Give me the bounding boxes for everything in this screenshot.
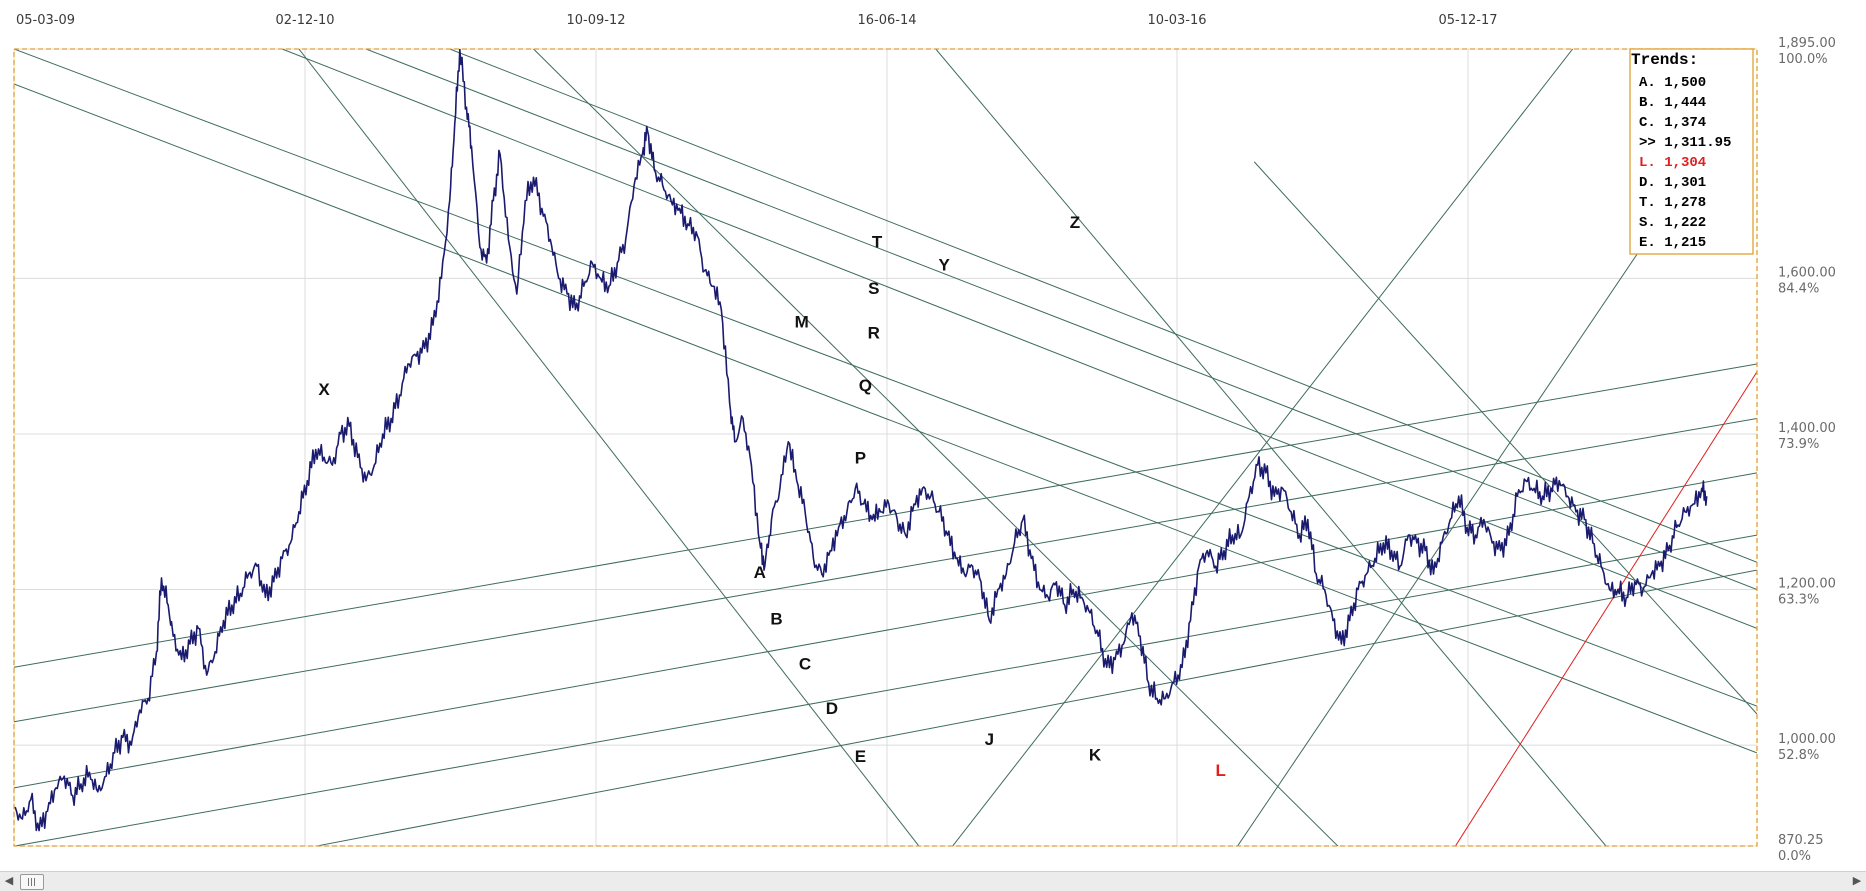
y-tick-percent: 52.8%	[1778, 748, 1819, 763]
y-tick-label: 1,200.00	[1778, 577, 1836, 592]
legend-title: Trends:	[1631, 51, 1698, 69]
trend-label-d: D	[826, 699, 838, 718]
legend-entry: S. 1,222	[1639, 215, 1706, 231]
trendline-z	[1253, 161, 1757, 715]
y-tick-label: 870.25	[1778, 833, 1824, 848]
trendline-e	[315, 569, 1757, 846]
legend-entry: >> 1,311.95	[1639, 135, 1731, 151]
trendline-s	[365, 49, 1757, 591]
trend-label-t: T	[872, 232, 883, 251]
trend-labels: A B C D E P Q R S T X M Y Z J K L	[318, 213, 1226, 780]
x-tick-label: 10-03-16	[1147, 13, 1206, 28]
trendline-y	[935, 49, 1607, 846]
legend-box	[1629, 48, 1754, 255]
trend-label-s: S	[868, 279, 879, 298]
y-tick-label: 1,400.00	[1778, 421, 1836, 436]
trendlines	[14, 49, 1757, 846]
trendline-j	[952, 49, 1574, 846]
grid	[13, 48, 1757, 847]
price-series	[14, 49, 1708, 832]
x-tick-label: 10-09-12	[566, 13, 625, 28]
y-tick-percent: 84.4%	[1778, 281, 1819, 296]
trend-label-z: Z	[1070, 213, 1080, 232]
scroll-right-arrow-icon[interactable]: ▶	[1852, 875, 1862, 887]
trend-label-l: L	[1215, 761, 1225, 780]
trendline-k	[1237, 200, 1674, 846]
scroll-left-arrow-icon[interactable]: ◀	[4, 875, 14, 887]
trendline-q	[14, 49, 1757, 707]
x-tick-label: 16-06-14	[857, 13, 916, 28]
x-tick-label: 02-12-10	[275, 13, 334, 28]
horizontal-scrollbar[interactable]: ◀ ▶	[0, 871, 1866, 891]
trendline-c	[14, 472, 1757, 789]
y-tick-label: 1,000.00	[1778, 732, 1836, 747]
trend-label-p: P	[855, 449, 866, 468]
plot-border	[13, 48, 1758, 847]
y-tick-percent: 63.3%	[1778, 593, 1819, 608]
trendline-p	[14, 83, 1757, 754]
trendline-t	[449, 49, 1757, 563]
trendline-b	[14, 417, 1757, 723]
trend-label-q: Q	[859, 376, 872, 395]
y-tick-label: 1,895.00	[1778, 36, 1836, 51]
price-chart[interactable]: 05-03-09 02-12-10 10-09-12 16-06-14 10-03-16…	[0, 0, 1866, 871]
trend-label-y: Y	[938, 256, 950, 275]
trendline-a	[14, 363, 1757, 668]
trendline-l	[1454, 371, 1757, 846]
trends-legend: Trends: A. 1,500 B. 1,444 C. 1,374 >> 1,311…	[1629, 48, 1754, 255]
legend-entry: E. 1,215	[1639, 235, 1706, 251]
legend-entries: A. 1,500 B. 1,444 C. 1,374 >> 1,311.95 L. 1,…	[1639, 75, 1731, 251]
legend-entry: A. 1,500	[1639, 75, 1706, 91]
trend-label-j: J	[985, 730, 994, 749]
y-tick-percent: 100.0%	[1778, 52, 1828, 67]
x-tick-label: 05-03-09	[16, 13, 75, 28]
price-line	[14, 49, 1708, 832]
trend-label-m: M	[795, 312, 809, 331]
legend-entry: B. 1,444	[1639, 95, 1706, 111]
x-tick-label: 05-12-17	[1438, 13, 1497, 28]
legend-entry: T. 1,278	[1639, 195, 1706, 211]
y-tick-percent: 0.0%	[1778, 849, 1811, 864]
trend-label-x: X	[318, 380, 330, 399]
scroll-thumb[interactable]	[20, 874, 44, 890]
trend-label-a: A	[754, 563, 766, 582]
y-tick-label: 1,600.00	[1778, 265, 1836, 280]
trend-label-r: R	[868, 323, 880, 342]
legend-entry: C. 1,374	[1639, 115, 1706, 131]
trendline-d	[14, 534, 1757, 846]
trendline-x	[298, 49, 920, 846]
y-tick-percent: 73.9%	[1778, 437, 1819, 452]
trend-label-k: K	[1089, 746, 1102, 765]
legend-entry: D. 1,301	[1639, 175, 1706, 191]
x-axis: 05-03-09 02-12-10 10-09-12 16-06-14 10-03-16…	[16, 13, 1498, 28]
trend-label-b: B	[770, 610, 782, 629]
trendline-r	[281, 49, 1757, 629]
trend-label-e: E	[855, 747, 866, 766]
trend-label-c: C	[799, 655, 811, 674]
trendline-m	[533, 49, 1339, 846]
legend-entry: L. 1,304	[1639, 155, 1706, 171]
